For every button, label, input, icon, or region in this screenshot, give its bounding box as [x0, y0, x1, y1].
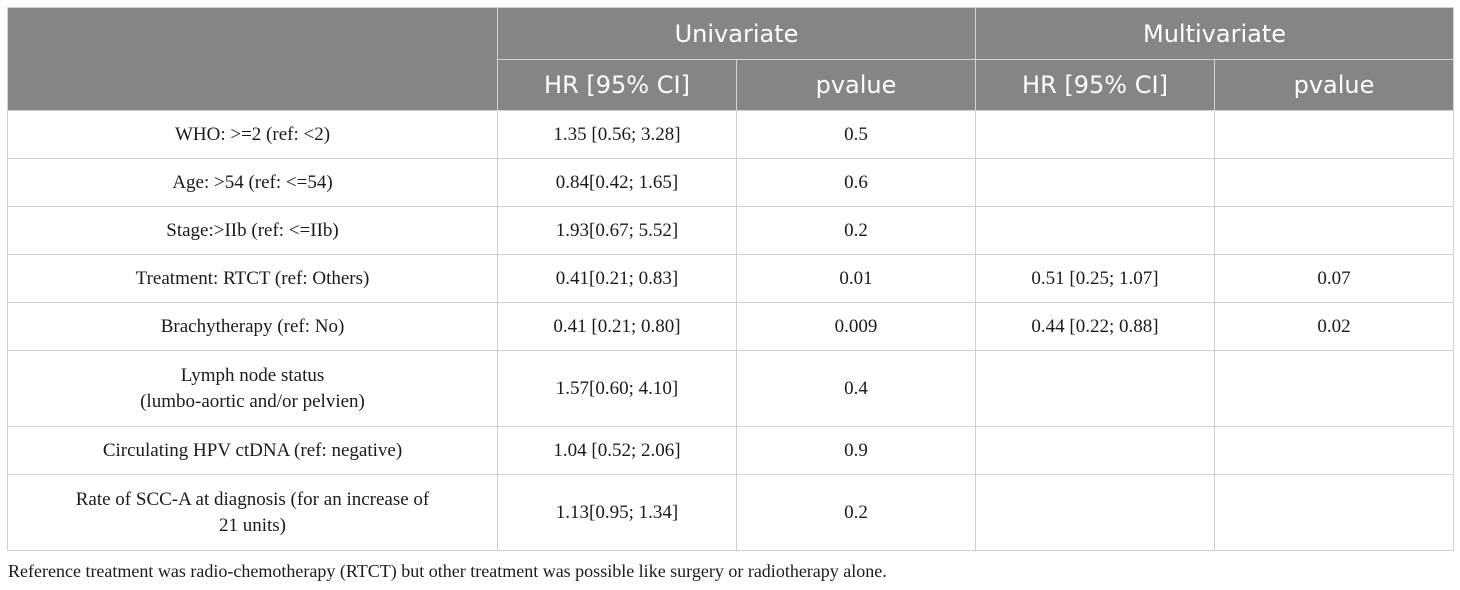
row-label: Rate of SCC-A at diagnosis (for an incre…: [7, 474, 498, 551]
header-empty-cell: [7, 7, 498, 111]
uni-pvalue-cell: 0.01: [736, 254, 976, 303]
multi-hr-cell: [975, 474, 1215, 551]
group-header-row: Univariate Multivariate: [7, 7, 1454, 111]
multi-pvalue-cell: [1214, 206, 1454, 255]
multi-hr-cell: 0.51 [0.25; 1.07]: [975, 254, 1215, 303]
table-row: Brachytherapy (ref: No) 0.41 [0.21; 0.80…: [7, 302, 1454, 351]
table-row: Treatment: RTCT (ref: Others) 0.41[0.21;…: [7, 254, 1454, 303]
results-table-container: Univariate Multivariate HR [95% CI] pval…: [7, 7, 1454, 551]
sub-header-row: HR [95% CI] pvalue HR [95% CI] pvalue: [8, 59, 1454, 111]
multi-hr-cell: [975, 110, 1215, 159]
uni-hr-cell: 1.93[0.67; 5.52]: [497, 206, 737, 255]
table-row: Stage:>IIb (ref: <=IIb) 1.93[0.67; 5.52]…: [7, 206, 1454, 255]
row-label: Brachytherapy (ref: No): [7, 302, 498, 351]
row-label-line: (lumbo-aortic and/or pelvien): [140, 390, 365, 412]
hazard-ratio-table: Univariate Multivariate HR [95% CI] pval…: [7, 7, 1454, 551]
row-label: Treatment: RTCT (ref: Others): [7, 254, 498, 303]
multi-pvalue-cell: [1214, 350, 1454, 427]
table-footnote: Reference treatment was radio-chemothera…: [8, 561, 887, 581]
uni-pvalue-cell: 0.4: [736, 350, 976, 427]
multi-pvalue-cell: 0.02: [1214, 302, 1454, 351]
row-label: Age: >54 (ref: <=54): [7, 158, 498, 207]
uni-hr-cell: 1.35 [0.56; 3.28]: [497, 110, 737, 159]
table-row: Circulating HPV ctDNA (ref: negative) 1.…: [7, 426, 1454, 475]
multi-hr-cell: [975, 206, 1215, 255]
uni-hr-cell: 0.41[0.21; 0.83]: [497, 254, 737, 303]
row-label-line: 21 units): [218, 514, 287, 536]
uni-hr-cell: 1.13[0.95; 1.34]: [497, 474, 737, 551]
table-row: WHO: >=2 (ref: <2) 1.35 [0.56; 3.28] 0.5: [7, 110, 1454, 159]
row-label: Stage:>IIb (ref: <=IIb): [7, 206, 498, 255]
multi-pvalue-cell: [1214, 474, 1454, 551]
multi-hr-cell: [975, 350, 1215, 427]
multi-pvalue-cell: [1214, 426, 1454, 475]
row-label: Lymph node status (lumbo-aortic and/or p…: [7, 350, 498, 427]
uni-pvalue-cell: 0.5: [736, 110, 976, 159]
header-multivariate: Multivariate: [975, 7, 1454, 60]
header-multi-pvalue: pvalue: [1214, 59, 1454, 111]
table-row: Lymph node status (lumbo-aortic and/or p…: [7, 350, 1454, 427]
multi-pvalue-cell: 0.07: [1214, 254, 1454, 303]
header-uni-pvalue: pvalue: [736, 59, 976, 111]
uni-hr-cell: 0.84[0.42; 1.65]: [497, 158, 737, 207]
uni-hr-cell: 1.57[0.60; 4.10]: [497, 350, 737, 427]
uni-pvalue-cell: 0.6: [736, 158, 976, 207]
multi-hr-cell: [975, 158, 1215, 207]
multi-hr-cell: [975, 426, 1215, 475]
table-row: Age: >54 (ref: <=54) 0.84[0.42; 1.65] 0.…: [7, 158, 1454, 207]
header-uni-hr: HR [95% CI]: [497, 59, 737, 111]
row-label-line: Rate of SCC-A at diagnosis (for an incre…: [75, 488, 430, 510]
row-label: Circulating HPV ctDNA (ref: negative): [7, 426, 498, 475]
header-univariate: Univariate: [497, 7, 976, 60]
uni-pvalue-cell: 0.9: [736, 426, 976, 475]
uni-hr-cell: 1.04 [0.52; 2.06]: [497, 426, 737, 475]
row-label-line: Lymph node status: [180, 364, 325, 386]
multi-hr-cell: 0.44 [0.22; 0.88]: [975, 302, 1215, 351]
uni-pvalue-cell: 0.2: [736, 206, 976, 255]
uni-hr-cell: 0.41 [0.21; 0.80]: [497, 302, 737, 351]
uni-pvalue-cell: 0.2: [736, 474, 976, 551]
multi-pvalue-cell: [1214, 110, 1454, 159]
row-label: WHO: >=2 (ref: <2): [7, 110, 498, 159]
header-multi-hr: HR [95% CI]: [975, 59, 1215, 111]
table-row: Rate of SCC-A at diagnosis (for an incre…: [7, 474, 1454, 551]
multi-pvalue-cell: [1214, 158, 1454, 207]
uni-pvalue-cell: 0.009: [736, 302, 976, 351]
